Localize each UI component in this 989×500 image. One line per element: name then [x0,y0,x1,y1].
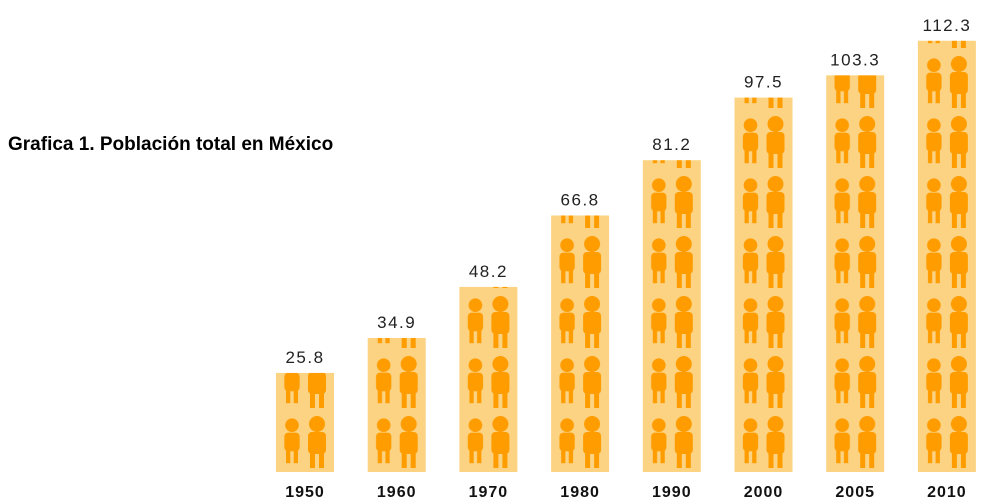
bar [826,75,884,472]
value-label: 103.3 [830,50,880,69]
x-tick-label: 1970 [469,484,509,500]
x-tick-label: 2010 [927,484,967,500]
x-tick-label: 1950 [285,484,325,500]
bar [459,287,517,472]
value-label: 25.8 [285,348,324,367]
value-label: 97.5 [744,73,783,92]
chart: Grafica 1. Población total en México 25.… [0,0,989,500]
value-label: 66.8 [561,190,600,209]
x-tick-label: 1990 [652,484,692,500]
bar [551,215,609,472]
value-label: 112.3 [923,16,972,35]
x-tick-label: 1980 [560,484,600,500]
bar [276,373,334,472]
value-label: 81.2 [652,135,691,154]
bar [918,41,976,472]
bar [368,338,426,472]
value-label: 48.2 [469,262,508,281]
bar [643,160,701,472]
x-tick-label: 2005 [835,484,875,500]
x-tick-label: 2000 [744,484,784,500]
x-tick-label: 1960 [377,484,417,500]
value-label: 34.9 [377,313,416,332]
bar [735,98,793,472]
chart-title: Grafica 1. Población total en México [8,134,333,155]
